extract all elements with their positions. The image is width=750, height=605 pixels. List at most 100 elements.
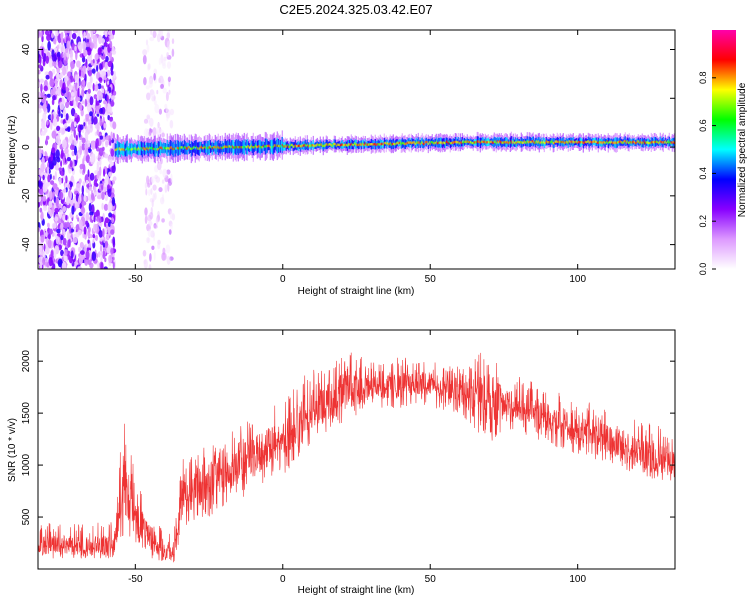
noise-blob bbox=[165, 108, 171, 119]
carrier-core bbox=[312, 144, 314, 147]
noise-blob bbox=[46, 120, 49, 126]
carrier-core bbox=[201, 146, 203, 150]
noise-blob bbox=[56, 125, 61, 131]
carrier-core bbox=[565, 140, 567, 143]
noise-blob bbox=[101, 202, 104, 210]
noise-blob bbox=[51, 32, 54, 39]
carrier-core bbox=[192, 146, 194, 149]
noise-blob bbox=[158, 108, 162, 115]
noise-blob bbox=[38, 64, 42, 69]
carrier-core bbox=[146, 146, 148, 150]
carrier-core bbox=[416, 141, 418, 144]
noise-blob bbox=[55, 197, 59, 208]
noise-blob bbox=[45, 30, 49, 36]
noise-blob bbox=[62, 66, 67, 76]
carrier-core bbox=[336, 143, 338, 146]
colorbar-label: Normalized spectral amplitude bbox=[737, 82, 748, 217]
carrier-core bbox=[408, 141, 410, 144]
noise-blob bbox=[107, 202, 113, 213]
carrier-core bbox=[388, 142, 390, 146]
carrier-core bbox=[634, 141, 636, 145]
carrier-core bbox=[313, 144, 315, 148]
noise-blob bbox=[50, 180, 55, 186]
carrier-core bbox=[271, 145, 273, 149]
carrier-core bbox=[270, 145, 272, 148]
carrier-core bbox=[283, 145, 285, 148]
carrier-core bbox=[289, 145, 291, 148]
noise-blob bbox=[44, 246, 50, 255]
carrier-core bbox=[640, 141, 642, 145]
noise-blob bbox=[52, 95, 56, 101]
carrier-core bbox=[467, 140, 469, 143]
carrier-core bbox=[436, 142, 438, 145]
carrier-core bbox=[231, 145, 233, 148]
noise-blob bbox=[167, 182, 170, 192]
noise-blob bbox=[70, 250, 74, 259]
noise-blob bbox=[100, 255, 103, 263]
noise-blob bbox=[148, 264, 152, 269]
noise-blob bbox=[103, 266, 108, 269]
carrier-core bbox=[379, 142, 381, 145]
top-ylabel: Frequency (Hz) bbox=[7, 116, 18, 185]
noise-blob bbox=[82, 232, 85, 239]
noise-blob bbox=[78, 219, 83, 229]
carrier-core bbox=[518, 141, 520, 144]
noise-blob bbox=[89, 172, 95, 181]
colorbar: 0.0 0.2 0.4 0.6 0.8 Normalized spectral ampl… bbox=[698, 30, 748, 275]
noise-blob bbox=[146, 175, 150, 185]
noise-blob bbox=[63, 123, 68, 129]
carrier-core bbox=[505, 141, 507, 144]
noise-blob bbox=[171, 48, 175, 57]
carrier-core bbox=[370, 143, 372, 146]
carrier-core bbox=[509, 141, 511, 144]
carrier-core bbox=[363, 143, 365, 147]
carrier-core bbox=[149, 147, 151, 150]
carrier-core bbox=[281, 143, 283, 147]
carrier-core bbox=[482, 140, 484, 143]
carrier-core bbox=[477, 140, 479, 143]
noise-blob bbox=[41, 47, 44, 57]
carrier-core bbox=[256, 145, 258, 149]
noise-blob bbox=[39, 55, 42, 65]
carrier-core bbox=[573, 141, 575, 144]
noise-blob bbox=[43, 205, 48, 211]
noise-blob bbox=[149, 253, 152, 262]
carrier-core bbox=[612, 141, 614, 144]
carrier-core bbox=[133, 147, 135, 150]
carrier-core bbox=[577, 140, 579, 144]
noise-blob bbox=[89, 96, 94, 106]
carrier-core bbox=[655, 140, 657, 143]
noise-blob bbox=[47, 222, 50, 228]
carrier-core bbox=[239, 146, 241, 149]
noise-blob bbox=[103, 236, 106, 244]
noise-blob bbox=[150, 188, 153, 195]
carrier-core bbox=[151, 147, 153, 150]
noise-blob bbox=[97, 47, 102, 56]
carrier-core bbox=[515, 141, 517, 145]
noise-blob bbox=[81, 185, 85, 195]
noise-blob bbox=[84, 98, 88, 107]
carrier-core bbox=[600, 141, 602, 144]
noise-blob bbox=[159, 169, 163, 175]
noise-blob bbox=[96, 194, 102, 200]
colorbar-tick-label: 0.2 bbox=[698, 215, 708, 228]
carrier-core bbox=[406, 141, 408, 145]
noise-blob bbox=[67, 239, 70, 249]
carrier-core bbox=[123, 148, 125, 152]
colorbar-tick-label: 0.4 bbox=[698, 167, 708, 180]
noise-blob bbox=[62, 214, 66, 221]
carrier-core bbox=[405, 142, 407, 145]
carrier-core bbox=[339, 144, 341, 147]
carrier-core bbox=[545, 140, 547, 143]
noise-blob bbox=[78, 246, 81, 253]
noise-blob bbox=[52, 156, 57, 166]
noise-blob bbox=[109, 40, 113, 49]
carrier-core bbox=[182, 147, 184, 150]
carrier-core bbox=[119, 148, 121, 152]
colorbar-tick-label: 0.6 bbox=[698, 119, 708, 132]
noise-blob bbox=[99, 158, 102, 166]
carrier-core bbox=[669, 141, 671, 145]
noise-blob bbox=[165, 244, 171, 254]
noise-blob bbox=[146, 114, 151, 120]
carrier-core bbox=[443, 141, 445, 145]
